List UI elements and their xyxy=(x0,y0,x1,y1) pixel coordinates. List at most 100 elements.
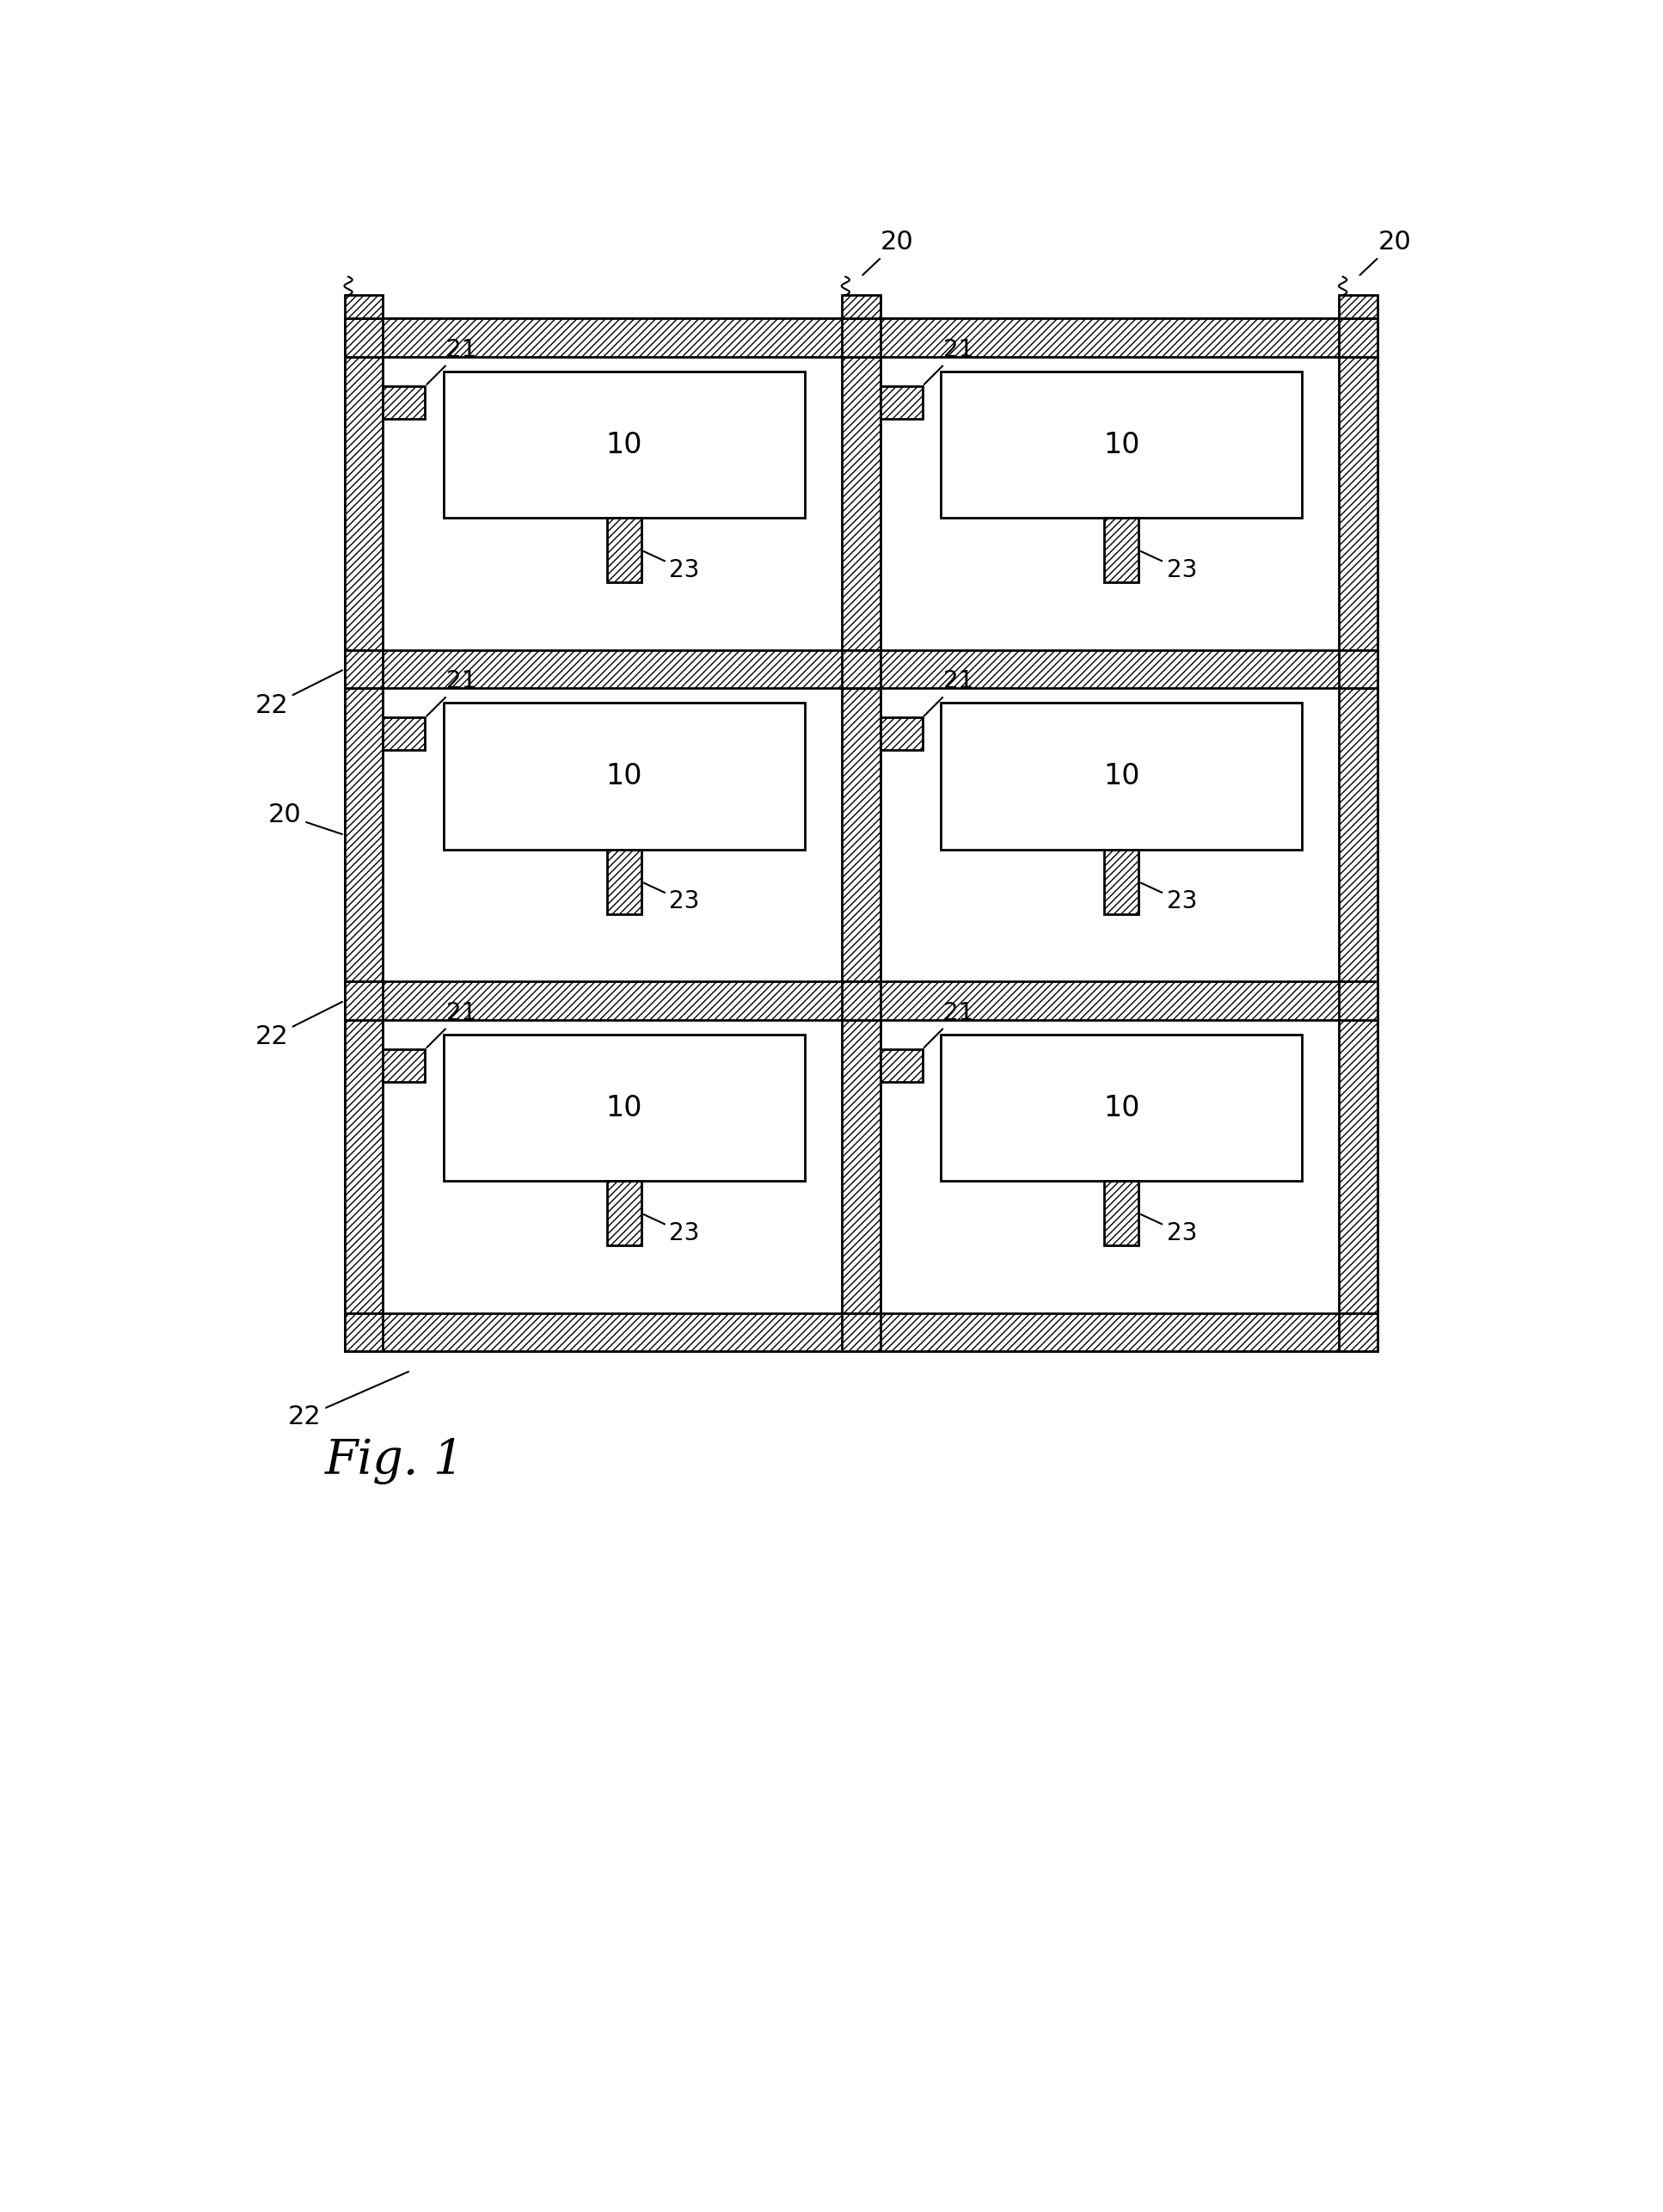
Bar xyxy=(382,989,406,1013)
Bar xyxy=(880,1321,903,1345)
Bar xyxy=(1339,356,1377,650)
Text: 10: 10 xyxy=(1103,763,1139,790)
Bar xyxy=(344,319,382,1352)
Text: 21: 21 xyxy=(427,338,477,385)
Bar xyxy=(344,319,382,356)
Bar xyxy=(344,982,382,1020)
Bar xyxy=(841,1314,880,1352)
Text: 21: 21 xyxy=(925,670,975,717)
Bar xyxy=(1315,325,1339,349)
Bar xyxy=(1339,1020,1377,1314)
Bar xyxy=(1339,294,1377,319)
Bar xyxy=(818,657,841,681)
Bar xyxy=(382,717,426,750)
Bar xyxy=(382,1020,841,1314)
Bar xyxy=(344,650,1377,688)
Text: 21: 21 xyxy=(427,1000,477,1048)
Bar xyxy=(1315,989,1339,1013)
Text: 21: 21 xyxy=(427,670,477,717)
Bar xyxy=(1339,319,1377,1352)
Bar xyxy=(880,688,1339,982)
Bar xyxy=(818,1321,841,1345)
Bar xyxy=(382,356,841,650)
Bar xyxy=(841,294,880,319)
Bar xyxy=(344,1314,1377,1352)
Text: Fig. 1: Fig. 1 xyxy=(324,1438,464,1484)
Text: 22: 22 xyxy=(254,670,343,719)
Bar xyxy=(607,518,642,582)
Text: 10: 10 xyxy=(605,763,642,790)
Bar xyxy=(444,703,805,849)
Bar xyxy=(344,650,1377,688)
Bar xyxy=(841,356,880,650)
Bar xyxy=(941,372,1302,518)
Bar xyxy=(841,982,880,1020)
Bar xyxy=(880,717,923,750)
Bar xyxy=(344,1314,382,1352)
Text: 20: 20 xyxy=(1360,230,1412,274)
Text: 21: 21 xyxy=(925,338,975,385)
Bar xyxy=(344,294,382,319)
Bar xyxy=(1104,849,1139,914)
Bar xyxy=(382,1321,406,1345)
Text: 20: 20 xyxy=(863,230,915,274)
Bar xyxy=(382,688,841,982)
Text: 23: 23 xyxy=(644,1214,700,1245)
Bar xyxy=(382,325,406,349)
Bar xyxy=(880,387,923,418)
Text: 22: 22 xyxy=(288,1371,409,1429)
Bar xyxy=(344,319,1377,356)
Bar xyxy=(841,1020,880,1314)
Text: 23: 23 xyxy=(1141,1214,1197,1245)
Bar xyxy=(1339,1314,1377,1352)
Text: 21: 21 xyxy=(925,1000,975,1048)
Bar xyxy=(1315,657,1339,681)
Text: 20: 20 xyxy=(268,803,343,834)
Bar xyxy=(344,356,382,650)
Bar xyxy=(880,657,903,681)
Bar xyxy=(382,387,426,418)
Bar xyxy=(941,703,1302,849)
Text: 10: 10 xyxy=(605,1093,642,1121)
Bar xyxy=(841,650,880,688)
Bar xyxy=(607,1181,642,1245)
Text: 10: 10 xyxy=(605,431,642,458)
Bar xyxy=(1104,1181,1139,1245)
Text: 10: 10 xyxy=(1103,1093,1139,1121)
Bar xyxy=(382,1048,426,1082)
Bar xyxy=(382,657,406,681)
Bar xyxy=(818,989,841,1013)
Bar xyxy=(841,319,880,1352)
Bar xyxy=(444,372,805,518)
Bar xyxy=(941,1035,1302,1181)
Bar xyxy=(444,1035,805,1181)
Bar xyxy=(344,982,1377,1020)
Bar xyxy=(1339,650,1377,688)
Bar xyxy=(1339,982,1377,1020)
Bar xyxy=(841,688,880,982)
Text: 22: 22 xyxy=(254,1002,343,1051)
Bar xyxy=(841,319,880,356)
Bar xyxy=(344,1314,1377,1352)
Bar xyxy=(880,989,903,1013)
Text: 23: 23 xyxy=(644,883,700,914)
Bar xyxy=(344,982,1377,1020)
Bar xyxy=(344,688,382,982)
Bar xyxy=(1339,688,1377,982)
Bar xyxy=(880,1020,1339,1314)
Bar xyxy=(607,849,642,914)
Text: 23: 23 xyxy=(644,551,700,582)
Bar xyxy=(880,356,1339,650)
Bar xyxy=(1339,319,1377,356)
Bar xyxy=(1315,1321,1339,1345)
Bar xyxy=(344,650,382,688)
Bar xyxy=(1104,518,1139,582)
Bar xyxy=(818,325,841,349)
Bar xyxy=(344,319,1377,356)
Text: 23: 23 xyxy=(1141,883,1197,914)
Bar xyxy=(880,1048,923,1082)
Bar xyxy=(344,1020,382,1314)
Text: 10: 10 xyxy=(1103,431,1139,458)
Text: 23: 23 xyxy=(1141,551,1197,582)
Bar xyxy=(880,325,903,349)
